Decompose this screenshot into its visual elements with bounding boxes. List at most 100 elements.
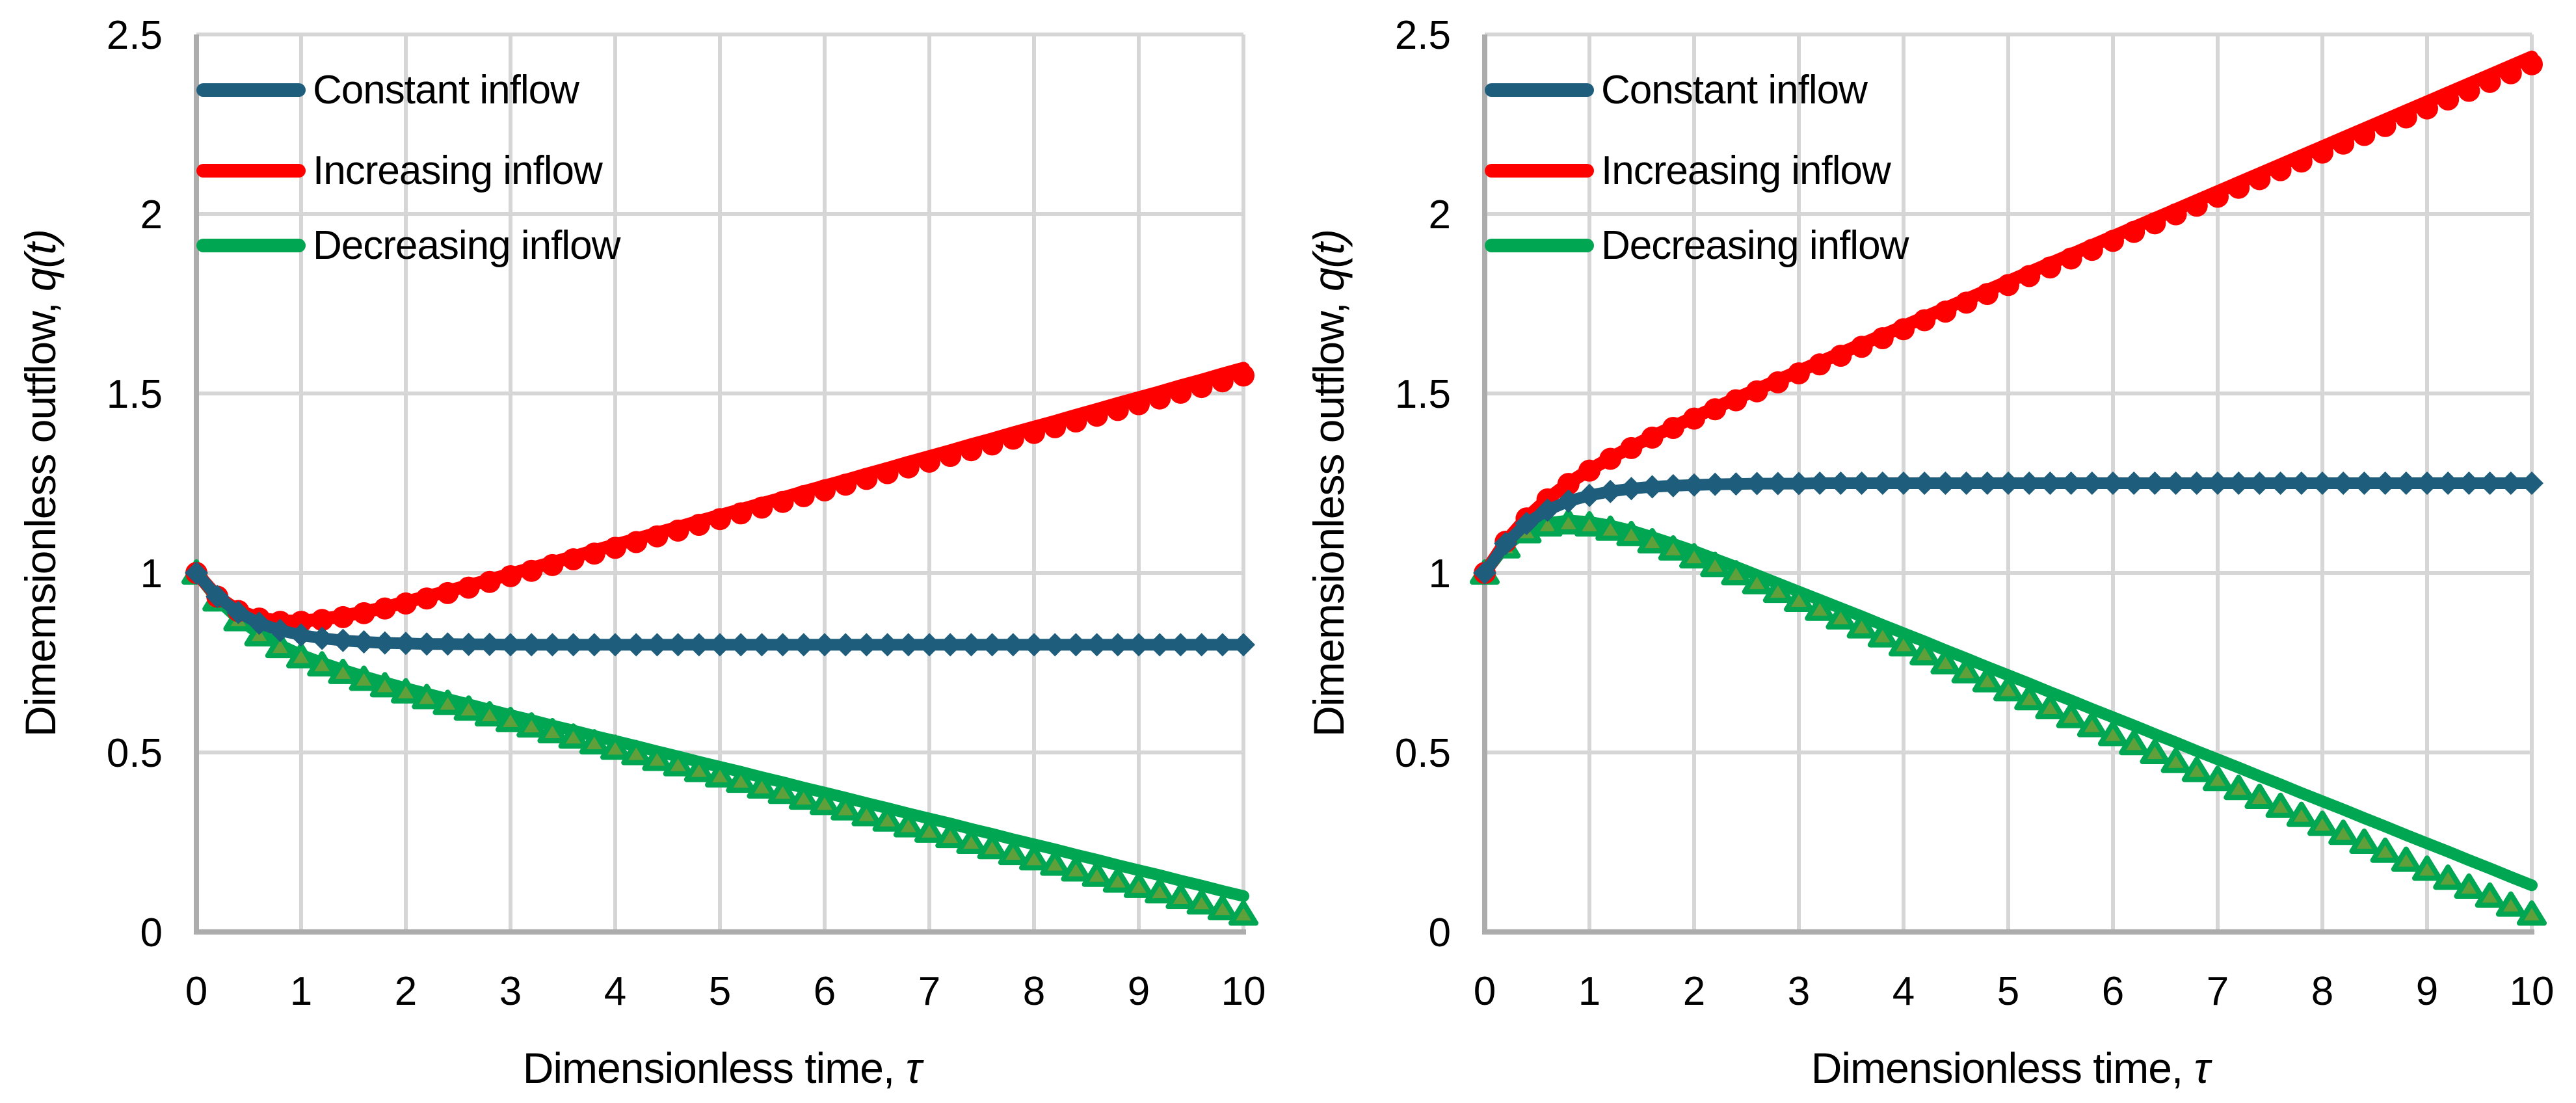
marker-diamond bbox=[226, 600, 250, 624]
marker-diamond bbox=[1808, 472, 1832, 495]
marker-triangle bbox=[2244, 784, 2275, 809]
marker-triangle bbox=[1679, 543, 1709, 569]
marker-diamond bbox=[938, 633, 963, 657]
marker-circle bbox=[1871, 326, 1894, 349]
marker-triangle bbox=[2203, 765, 2233, 791]
plot-area-right: 0 0.5 1 1.5 2 2.5 0 1 2 3 4 5 6 7 8 9 10 bbox=[1395, 13, 2555, 1014]
marker-circle bbox=[2102, 230, 2124, 252]
marker-triangle bbox=[1721, 560, 1751, 586]
marker-diamond bbox=[645, 633, 669, 657]
marker-circle bbox=[332, 605, 354, 628]
marker-circle bbox=[1128, 393, 1150, 416]
x-tick-label: 1 bbox=[290, 969, 312, 1014]
marker-diamond bbox=[1913, 472, 1937, 495]
x-tick-label: 4 bbox=[604, 969, 626, 1014]
marker-circle bbox=[1955, 291, 1978, 314]
marker-triangle bbox=[1553, 509, 1584, 535]
marker-diamond bbox=[2289, 472, 2313, 495]
marker-diamond bbox=[791, 633, 816, 657]
x-tick-label: 9 bbox=[2416, 969, 2438, 1014]
marker-diamond bbox=[520, 633, 544, 657]
marker-circle bbox=[1788, 362, 1810, 385]
marker-circle bbox=[2499, 62, 2522, 85]
x-tick-label: 8 bbox=[1023, 969, 1045, 1014]
x-tick-label: 5 bbox=[709, 969, 731, 1014]
marker-triangle bbox=[2433, 864, 2463, 890]
marker-circle bbox=[1704, 398, 1727, 421]
marker-triangle bbox=[369, 672, 400, 698]
marker-diamond bbox=[2436, 472, 2460, 495]
marker-circle bbox=[416, 587, 438, 610]
marker-diamond bbox=[2059, 472, 2083, 495]
marker-diamond bbox=[1148, 633, 1172, 657]
marker-triangle bbox=[1993, 676, 2023, 702]
marker-diamond bbox=[1997, 472, 2020, 495]
marker-triangle bbox=[2495, 891, 2526, 917]
marker-diamond bbox=[2394, 472, 2418, 495]
marker-circle bbox=[2416, 97, 2438, 120]
y-tick-label: 0.5 bbox=[107, 731, 163, 776]
marker-triangle bbox=[2412, 855, 2442, 881]
marker-triangle bbox=[621, 739, 652, 765]
marker-diamond bbox=[2331, 472, 2356, 495]
marker-circle bbox=[939, 445, 962, 468]
marker-triangle bbox=[265, 633, 295, 659]
marker-triangle bbox=[893, 812, 923, 838]
marker-diamond bbox=[604, 633, 627, 657]
marker-circle bbox=[1578, 459, 1600, 482]
marker-diamond bbox=[1745, 472, 1769, 496]
marker-circle bbox=[583, 542, 605, 565]
marker-triangle bbox=[537, 717, 568, 743]
marker-triangle bbox=[496, 706, 525, 732]
marker-diamond bbox=[2038, 472, 2062, 495]
marker-triangle bbox=[747, 773, 777, 799]
marker-circle bbox=[1106, 399, 1129, 421]
marker-diamond bbox=[1787, 472, 1811, 496]
marker-circle bbox=[2164, 203, 2187, 226]
marker-diamond bbox=[855, 633, 879, 657]
marker-triangle bbox=[1102, 867, 1133, 893]
marker-diamond bbox=[289, 623, 313, 647]
marker-diamond bbox=[2520, 472, 2543, 495]
marker-circle bbox=[834, 473, 857, 496]
marker-circle bbox=[2437, 88, 2460, 111]
marker-diamond bbox=[2206, 472, 2229, 495]
marker-diamond bbox=[415, 632, 439, 656]
marker-diamond bbox=[1870, 472, 1894, 495]
chart-panel-left: 0 0.5 1 1.5 2 2.5 0 1 2 3 4 5 6 7 8 9 10 Dimemsionless o… bbox=[16, 13, 1266, 1092]
marker-diamond bbox=[1703, 472, 1727, 496]
marker-triangle bbox=[2181, 756, 2212, 782]
y-tick-label: 1.5 bbox=[1395, 372, 1451, 417]
marker-triangle bbox=[998, 840, 1028, 866]
marker-diamond bbox=[959, 633, 983, 657]
marker-circle bbox=[1557, 473, 1580, 496]
marker-circle bbox=[1850, 336, 1873, 358]
marker-circle bbox=[1023, 421, 1045, 444]
marker-circle bbox=[1746, 380, 1768, 403]
marker-diamond bbox=[2122, 472, 2146, 495]
x-axis-title: Dimensionless time, τ bbox=[522, 1044, 922, 1092]
marker-triangle bbox=[1207, 895, 1238, 921]
marker-diamond bbox=[1850, 472, 1874, 495]
marker-circle bbox=[771, 490, 794, 513]
marker-triangle bbox=[1784, 586, 1814, 612]
marker-circle bbox=[1641, 426, 1664, 449]
marker-triangle bbox=[286, 643, 316, 669]
y-tick-label: 0 bbox=[140, 910, 163, 955]
marker-diamond bbox=[2184, 472, 2209, 495]
marker-circle bbox=[520, 559, 543, 582]
marker-circle bbox=[436, 581, 459, 604]
marker-circle bbox=[2227, 176, 2250, 199]
marker-diamond bbox=[687, 633, 711, 657]
marker-triangle bbox=[767, 778, 798, 804]
marker-circle bbox=[792, 485, 815, 507]
marker-triangle bbox=[2077, 711, 2107, 738]
marker-circle bbox=[2290, 150, 2313, 173]
marker-circle bbox=[2018, 265, 2041, 287]
x-tick-label: 6 bbox=[2102, 969, 2124, 1014]
marker-diamond bbox=[499, 633, 522, 657]
marker-diamond bbox=[2248, 472, 2272, 495]
marker-diamond bbox=[1473, 561, 1496, 585]
marker-circle bbox=[1044, 416, 1067, 438]
